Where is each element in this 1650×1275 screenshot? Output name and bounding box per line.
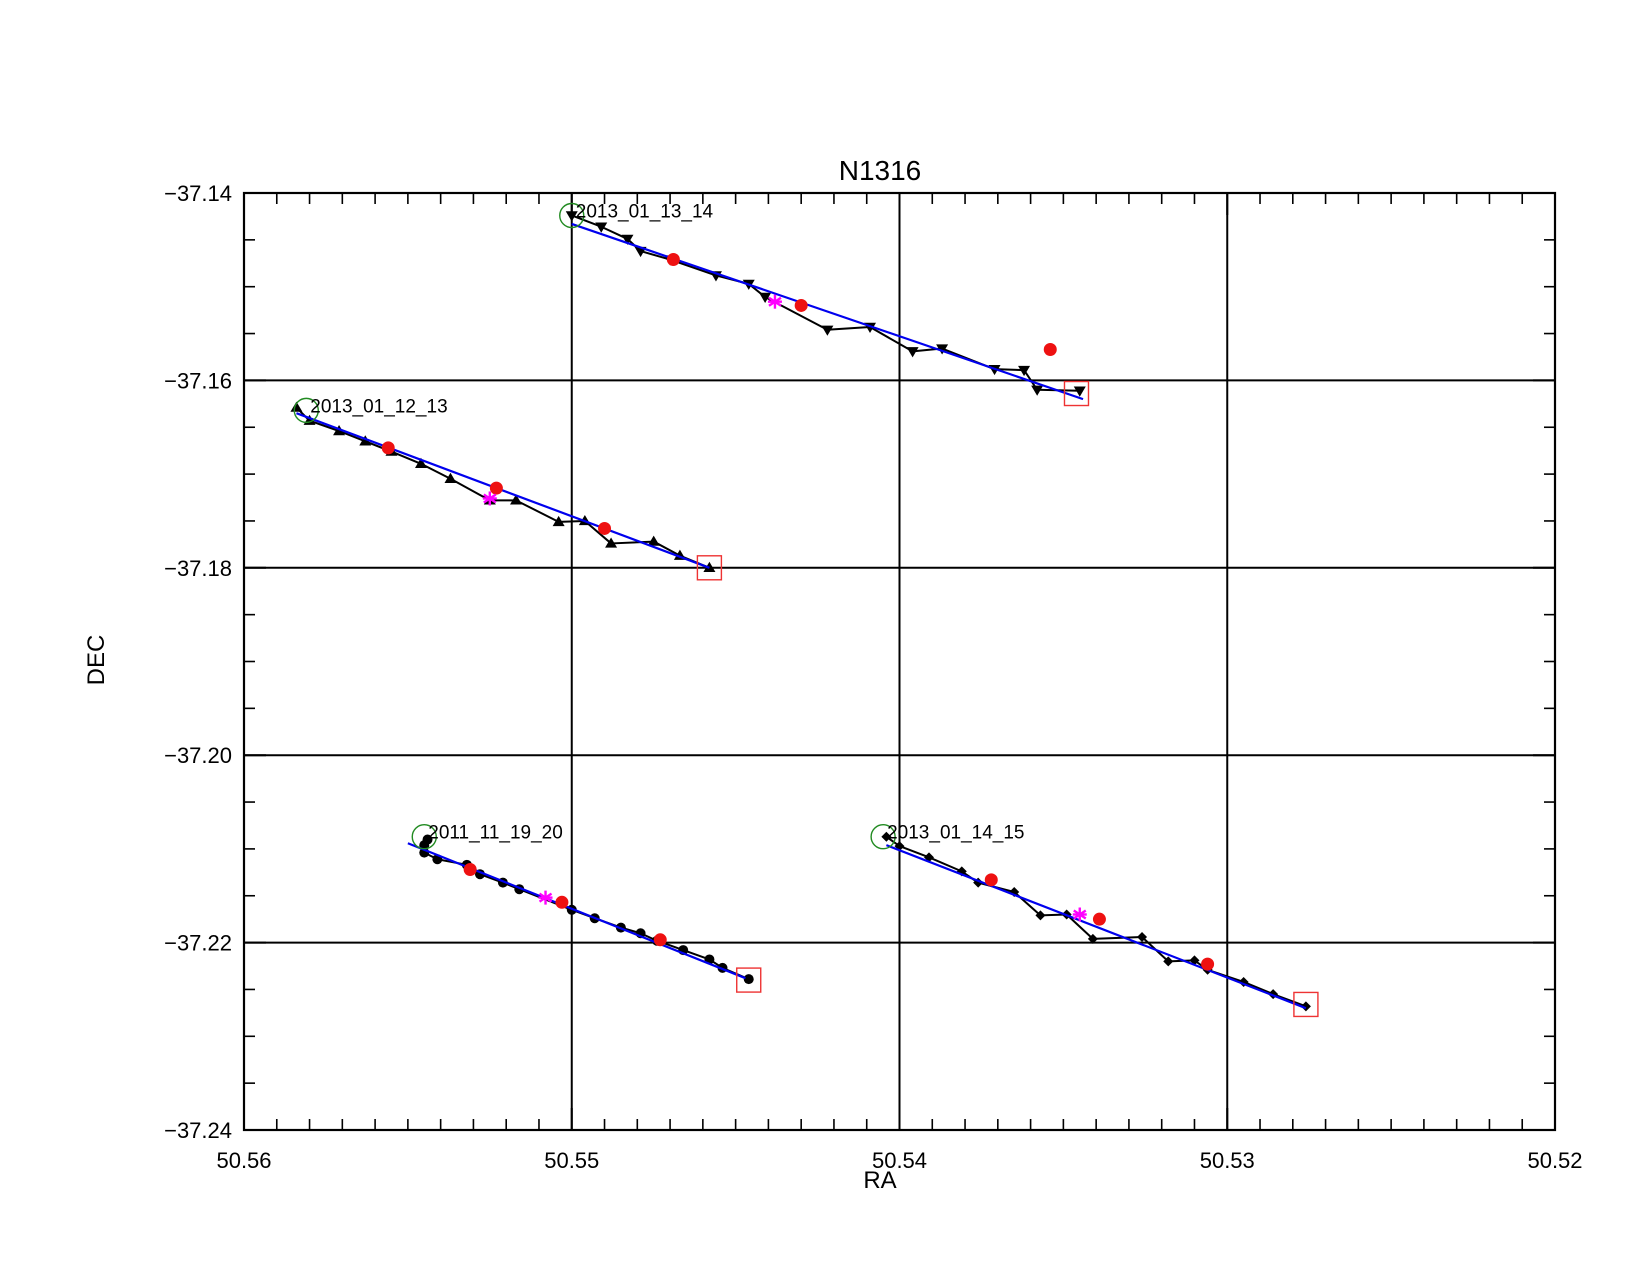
- data-point: [510, 494, 523, 505]
- red-point: [381, 441, 395, 455]
- series-label: 2011_11_19_20: [428, 823, 563, 844]
- red-point: [794, 298, 808, 312]
- red-point: [598, 521, 612, 535]
- red-point: [1043, 342, 1057, 356]
- plot-frame: [242, 191, 1557, 1132]
- red-point: [1201, 957, 1215, 971]
- series-label: 2013_01_13_14: [576, 201, 714, 222]
- end-square: [1293, 991, 1319, 1018]
- series-label: 2013_01_14_15: [887, 823, 1024, 844]
- data-point: [647, 535, 660, 546]
- data-point: [605, 537, 618, 548]
- data-point: [621, 234, 634, 245]
- end-square: [1063, 380, 1090, 407]
- data-point: [1087, 933, 1098, 944]
- y-tick-label: −37.14: [164, 181, 232, 206]
- grid-lines: [244, 193, 1555, 1130]
- series-2013_01_12_13: 2013_01_12_13: [290, 396, 723, 581]
- magenta-point: [1072, 907, 1087, 922]
- data-point: [1163, 956, 1174, 967]
- fit-line: [571, 222, 1084, 401]
- red-point: [489, 481, 503, 495]
- magenta-point: [482, 491, 497, 506]
- fit-line: [296, 412, 710, 569]
- start-circle: [870, 824, 896, 850]
- fit-line: [407, 842, 746, 980]
- red-point: [463, 863, 477, 877]
- series-2011_11_19_20: 2011_11_19_20: [407, 823, 762, 993]
- start-circle: [559, 202, 585, 229]
- end-square: [696, 555, 723, 581]
- red-point: [1092, 912, 1106, 926]
- start-circle: [411, 824, 437, 850]
- magenta-point: [767, 294, 782, 309]
- series-2013_01_14_15: 2013_01_14_15: [870, 823, 1319, 1018]
- data-point: [1035, 910, 1046, 921]
- series-label: 2013_01_12_13: [310, 396, 447, 417]
- chart-title: N1316: [839, 155, 922, 186]
- data-point: [1073, 386, 1086, 397]
- x-tick-label: 50.56: [216, 1148, 271, 1173]
- fit-line: [885, 844, 1307, 1010]
- magenta-point: [538, 890, 553, 905]
- y-tick-label: −37.24: [164, 1118, 232, 1143]
- red-point: [984, 873, 998, 887]
- series-layer: 2013_01_13_14 2013_01_12_13 2011_11_19_20 2…: [290, 201, 1319, 1018]
- end-square: [736, 967, 762, 993]
- x-axis-label: RA: [863, 1167, 896, 1194]
- x-tick-label: 50.53: [1200, 1148, 1255, 1173]
- data-point: [422, 834, 433, 845]
- y-axis-label: DEC: [83, 635, 110, 686]
- data-point: [1031, 385, 1044, 396]
- data-point: [936, 344, 949, 355]
- x-tick-label: 50.52: [1527, 1148, 1582, 1173]
- data-point: [552, 515, 565, 527]
- data-point: [359, 435, 372, 446]
- red-point: [555, 895, 569, 909]
- y-tick-label: −37.22: [164, 931, 232, 956]
- data-point: [906, 347, 919, 358]
- data-point: [1018, 365, 1031, 377]
- data-point: [595, 222, 608, 233]
- data-point: [565, 211, 578, 222]
- data-point: [821, 325, 834, 336]
- red-point: [653, 933, 667, 947]
- data-point: [414, 457, 427, 468]
- start-circle: [293, 397, 319, 424]
- data-point: [759, 292, 772, 304]
- data-point: [881, 831, 892, 842]
- x-tick-label: 50.54: [872, 1148, 927, 1173]
- tick-labels: 50.56 50.55 50.54 50.53 50.52 −37.14 −37.16 −37…: [164, 181, 1582, 1173]
- x-tick-label: 50.55: [544, 1148, 599, 1173]
- data-point: [743, 974, 754, 985]
- data-point: [290, 401, 303, 412]
- series-2013_01_13_14: 2013_01_13_14: [559, 201, 1090, 407]
- data-point: [1137, 931, 1148, 942]
- data-point: [1300, 1001, 1311, 1012]
- y-tick-label: −37.18: [164, 556, 232, 581]
- red-point: [666, 253, 680, 267]
- y-tick-label: −37.16: [164, 368, 232, 393]
- y-tick-label: −37.20: [164, 743, 232, 768]
- data-point: [444, 472, 457, 483]
